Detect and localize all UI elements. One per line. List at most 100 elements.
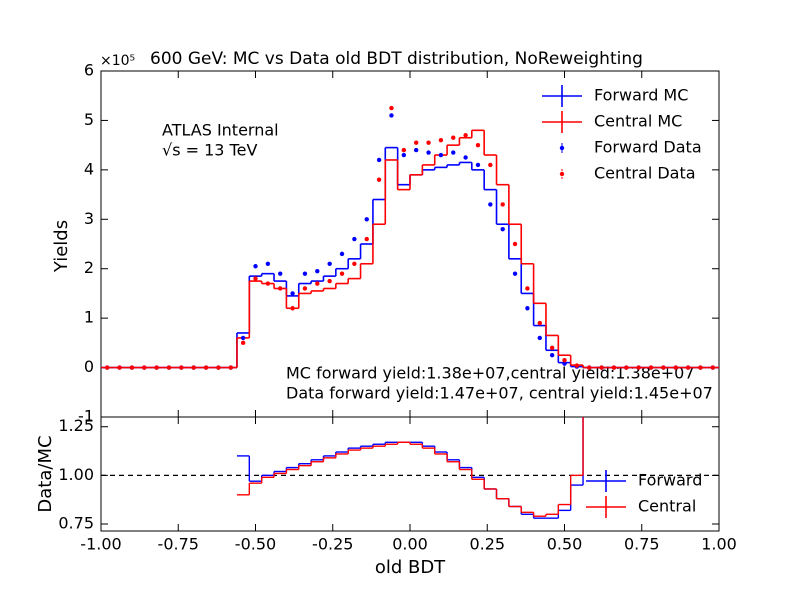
data-point [290,306,295,311]
data-point [265,261,271,266]
data-point [389,113,394,118]
legend-label: Forward Data [594,138,702,157]
data-point [624,365,629,370]
data-point [463,133,468,138]
legend-label: Forward MC [594,86,688,105]
data-point [352,261,357,266]
data-point [512,241,518,247]
y-tick-label: 2 [84,258,94,277]
data-point [549,345,555,350]
legend-label: Forward [638,471,702,490]
data-point [203,365,209,370]
y-tick-label: 1.25 [58,416,94,435]
data-point [426,150,431,155]
data-point [327,261,332,266]
x-tick-label: 0.00 [392,535,428,554]
data-point [154,365,159,370]
data-point [500,226,505,232]
data-point [240,340,246,346]
data-point [240,335,246,341]
data-point [537,335,542,341]
data-point [438,138,444,143]
annotation: ATLAS Internal [162,121,279,140]
data-point [327,278,332,284]
data-point [352,236,357,242]
y-tick-label: 3 [84,209,94,228]
x-tick-label: -0.50 [235,535,276,554]
y-tick-label: -1 [78,407,94,426]
data-point [648,365,654,370]
data-point [253,264,258,269]
legend-label: Central MC [594,112,682,131]
data-point [278,286,283,291]
data-point [710,365,716,370]
data-point [364,217,369,222]
plot-area [101,417,719,519]
data-point [488,202,493,207]
data-point [401,152,407,158]
data-point [698,365,703,370]
data-point [574,363,580,368]
data-point [179,365,184,370]
annotation: MC forward yield:1.38e+07,central yield:… [286,364,695,383]
legend-label: Central Data [594,164,696,183]
y-axis-label: Yields [51,220,72,273]
data-point [673,365,678,370]
data-point [611,365,617,370]
data-point [525,306,530,311]
y-tick-label: 6 [84,61,94,80]
data-point [537,320,542,326]
data-point [451,135,456,140]
y-tick-label: 4 [84,159,94,178]
data-point [636,365,641,370]
data-point [685,365,691,370]
x-axis-label: old BDT [375,557,446,578]
data-point [512,271,518,276]
data-point [104,365,110,370]
data-point [525,286,530,291]
data-point [129,365,135,370]
data-point [290,291,295,296]
x-tick-label: -0.75 [158,535,199,554]
data-point [488,162,493,168]
data-point [661,365,666,370]
x-tick-label: -0.25 [312,535,353,554]
data-point [253,276,258,281]
legend-label: Central [638,497,696,516]
x-tick-label: 0.75 [624,535,660,554]
y-tick-label: 1.00 [58,465,94,484]
x-tick-label: 0.25 [469,535,505,554]
data-point [463,155,468,160]
data-point [475,142,481,148]
data-point [265,281,271,286]
data-point [302,271,308,276]
x-tick-label: 0.50 [547,535,583,554]
data-point [438,152,444,158]
data-point [549,353,555,358]
data-point [562,361,567,366]
data-point [228,365,233,370]
data-point [500,202,505,207]
data-point [142,365,147,370]
chart-title: 600 GeV: MC vs Data old BDT distribution… [150,49,643,69]
data-point [315,281,320,286]
data-point [426,140,431,145]
data-point [339,251,345,257]
y-tick-label: 0 [84,357,94,376]
annotation: √s = 13 TeV [162,141,257,160]
data-point [117,365,122,370]
data-point [401,147,407,153]
data-point [389,105,394,111]
data-point [216,365,221,370]
data-point [562,357,567,363]
x-tick-label: 1.00 [701,535,737,554]
data-point [315,268,320,274]
data-point [376,177,382,182]
data-point [191,365,196,370]
offset-label: ×10⁵ [100,53,135,69]
y-tick-label: 5 [84,110,94,129]
data-point [302,286,308,291]
data-point [339,271,345,276]
annotation: Data forward yield:1.47e+07, central yie… [286,384,713,403]
